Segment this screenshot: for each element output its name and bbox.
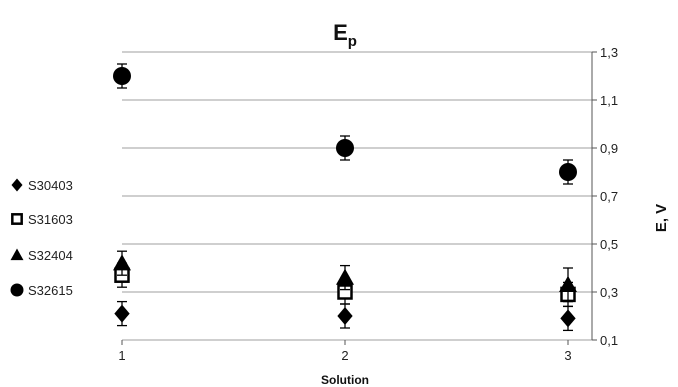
x-tick-label: 2 [341,348,348,363]
legend-marker [11,213,23,225]
y-tick-label: 0,7 [600,189,618,204]
series-s32404 [113,250,577,303]
chart-title: Ep [333,20,357,50]
data-series [113,63,577,332]
x-tick-label: 1 [118,348,125,363]
y-axis-title: E, V [653,204,670,232]
legend-label: S32615 [28,283,73,298]
legend: S30403 S31603 S32404 S32615 [10,178,73,298]
legend-marker [10,283,24,297]
legend-label: S32404 [28,248,73,263]
y-tick-label: 0,9 [600,141,618,156]
chart-title-main: E [333,20,348,45]
legend-marker [10,248,24,261]
x-tick-label: 3 [564,348,571,363]
data-point [113,254,131,271]
data-point [559,275,577,292]
data-point [113,67,131,85]
data-point [337,307,353,325]
axes: 0,1 0,3 0,5 0,7 0,9 1,1 1,3 1 2 3 [118,45,618,363]
gridlines [122,51,592,341]
x-axis-title: Solution [321,373,369,387]
y-tick-label: 1,3 [600,45,618,60]
y-tick-label: 1,1 [600,93,618,108]
y-tick-label: 0,1 [600,333,618,348]
data-point [336,268,354,285]
data-point [560,309,576,328]
data-point [559,163,577,181]
series-s30403 [114,300,576,332]
data-point [336,139,354,157]
legend-label: S31603 [28,212,73,227]
chart-title-subscript: p [348,33,357,50]
y-tick-label: 0,3 [600,285,618,300]
legend-marker [11,178,23,192]
series-s32615 [113,63,577,185]
data-point [114,304,130,323]
y-tick-label: 0,5 [600,237,618,252]
legend-label: S30403 [28,178,73,193]
